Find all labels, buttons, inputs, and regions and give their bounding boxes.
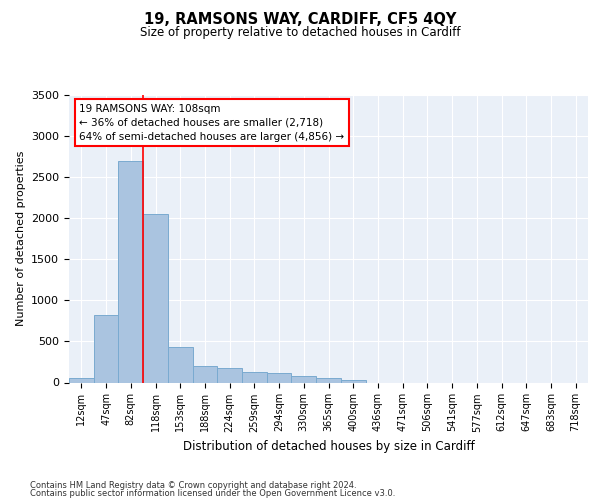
Bar (143, 214, 168, 382)
Text: Size of property relative to detached houses in Cardiff: Size of property relative to detached ho… (140, 26, 460, 39)
Text: Contains public sector information licensed under the Open Government Licence v3: Contains public sector information licen… (30, 489, 395, 498)
Bar (94, 315, 118, 382)
Text: 19, RAMSONS WAY, CARDIFF, CF5 4QY: 19, RAMSONS WAY, CARDIFF, CF5 4QY (144, 12, 456, 28)
Text: 19 RAMSONS WAY: 108sqm
← 36% of detached houses are smaller (2,718)
64% of semi-: 19 RAMSONS WAY: 108sqm ← 36% of detached… (79, 104, 344, 142)
Bar (217, 368, 242, 382)
Bar (267, 374, 292, 382)
Bar (316, 378, 341, 382)
Bar (292, 376, 316, 382)
Bar (118, 160, 143, 382)
Bar (341, 380, 365, 382)
Bar (69, 378, 94, 382)
Text: Contains HM Land Registry data © Crown copyright and database right 2024.: Contains HM Land Registry data © Crown c… (30, 480, 356, 490)
Bar (168, 347, 193, 382)
X-axis label: Distribution of detached houses by size in Cardiff: Distribution of detached houses by size … (182, 440, 475, 453)
Bar (193, 366, 217, 382)
Y-axis label: Number of detached properties: Number of detached properties (16, 151, 26, 326)
Bar (242, 372, 267, 382)
